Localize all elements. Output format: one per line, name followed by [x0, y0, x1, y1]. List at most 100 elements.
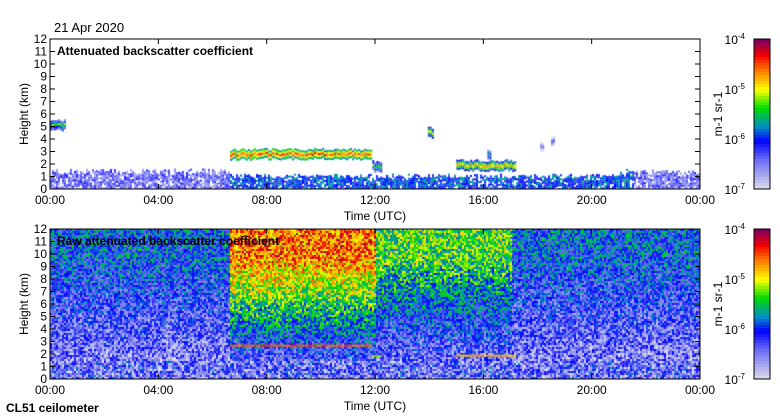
colorbar-tick-label: 10-7: [725, 372, 746, 387]
colorbar-segment: [754, 93, 770, 96]
colorbar-segment: [754, 147, 770, 150]
colorbar-segment: [754, 343, 770, 346]
colorbar-segment: [754, 105, 770, 108]
colorbar-tick-label-base: 10: [725, 223, 739, 237]
colorbar-tick-label-exp: -4: [738, 222, 746, 231]
colorbar-segment: [754, 346, 770, 349]
colorbar-segment: [754, 250, 770, 253]
colorbar-segment: [754, 39, 770, 42]
colorbar-tick-label-base: 10: [725, 183, 739, 197]
colorbar-tick-label: 10-5: [725, 272, 746, 287]
x-axis-label: Time (UTC): [344, 399, 406, 413]
colorbar-segment: [754, 364, 770, 367]
colorbar-segment: [754, 66, 770, 69]
y-tick-label: 4: [40, 322, 47, 336]
y-axis-label: Height (km): [17, 273, 31, 335]
plot-frame: [49, 228, 701, 380]
colorbar-segment: [754, 141, 770, 144]
colorbar-segment: [754, 54, 770, 57]
colorbar-tick-label-exp: -6: [738, 322, 746, 331]
y-tick-label: 8: [40, 82, 47, 96]
colorbar-segment: [754, 352, 770, 355]
colorbar-segment: [754, 241, 770, 244]
colorbar-tick-label-base: 10: [725, 133, 739, 147]
colorbar-segment: [754, 75, 770, 78]
colorbar-segment: [754, 373, 770, 376]
colorbar-segment: [754, 135, 770, 138]
colorbar-frame: [753, 38, 771, 190]
colorbar-segment: [754, 48, 770, 51]
y-tick-label: 12: [34, 222, 48, 236]
colorbar-segment: [754, 60, 770, 63]
colorbar-segment: [754, 280, 770, 283]
colorbar-segment: [754, 340, 770, 343]
colorbar-segment: [754, 114, 770, 117]
colorbar-segment: [754, 325, 770, 328]
colorbar-segment: [754, 165, 770, 168]
colorbar-segment: [754, 256, 770, 259]
colorbar-tick-label-exp: -5: [738, 82, 746, 91]
colorbar-segment: [754, 319, 770, 322]
colorbar-segment: [754, 99, 770, 102]
y-tick-label: 7: [40, 285, 47, 299]
colorbar-segment: [754, 84, 770, 87]
colorbar-segment: [754, 361, 770, 364]
colorbar-segment: [754, 259, 770, 262]
colorbar-segment: [754, 78, 770, 81]
y-tick-label: 3: [40, 335, 47, 349]
colorbar-segment: [754, 247, 770, 250]
y-tick-label: 0: [40, 182, 47, 196]
colorbar-segment: [754, 171, 770, 174]
plot-frame: [49, 38, 701, 190]
colorbar-segment: [754, 42, 770, 45]
x-tick-label: 00:00: [685, 193, 715, 207]
colorbar-segment: [754, 358, 770, 361]
colorbar-segment: [754, 63, 770, 66]
colorbar-tick-label-exp: -6: [738, 132, 746, 141]
x-tick-label: 08:00: [252, 383, 282, 397]
colorbar-segment: [754, 376, 770, 379]
colorbar-tick-label: 10-6: [725, 132, 746, 147]
colorbar-segment: [754, 277, 770, 280]
colorbar-tick-label: 10-6: [725, 322, 746, 337]
y-tick-label: 6: [40, 107, 47, 121]
colorbar-unit-label: m-1 sr-1: [711, 281, 725, 326]
y-tick-label: 9: [40, 70, 47, 84]
colorbar-segment: [754, 177, 770, 180]
colorbar-segment: [754, 183, 770, 186]
colorbar-segment: [754, 45, 770, 48]
colorbar-segment: [754, 292, 770, 295]
y-tick-label: 1: [40, 360, 47, 374]
colorbar-segment: [754, 180, 770, 183]
date-label: 21 Apr 2020: [54, 20, 125, 35]
x-tick-label: 04:00: [143, 193, 173, 207]
y-tick-label: 6: [40, 297, 47, 311]
colorbar-segment: [754, 168, 770, 171]
colorbar-segment: [754, 355, 770, 358]
colorbar-segment: [754, 229, 770, 232]
backscatter-heatmap-bottom: [50, 229, 700, 379]
y-tick-label: 12: [34, 32, 48, 46]
colorbar-segment: [754, 271, 770, 274]
colorbar-segment: [754, 331, 770, 334]
colorbar-segment: [754, 51, 770, 54]
colorbar-segment: [754, 370, 770, 373]
x-tick-label: 12:00: [360, 383, 390, 397]
y-tick-label: 5: [40, 120, 47, 134]
colorbar-segment: [754, 69, 770, 72]
y-tick-label: 0: [40, 372, 47, 386]
colorbar-segment: [754, 265, 770, 268]
colorbar-segment: [754, 144, 770, 147]
colorbar-tick-label-exp: -7: [738, 182, 746, 191]
colorbar-segment: [754, 102, 770, 105]
colorbar-tick-label-exp: -5: [738, 272, 746, 281]
colorbar-segment: [754, 126, 770, 129]
backscatter-heatmap-top: [50, 39, 700, 189]
x-tick-label: 20:00: [577, 193, 607, 207]
colorbar-segment: [754, 337, 770, 340]
instrument-label: CL51 ceilometer: [6, 401, 99, 415]
colorbar-tick-label-base: 10: [725, 323, 739, 337]
x-tick-label: 12:00: [360, 193, 390, 207]
colorbar-segment: [754, 108, 770, 111]
